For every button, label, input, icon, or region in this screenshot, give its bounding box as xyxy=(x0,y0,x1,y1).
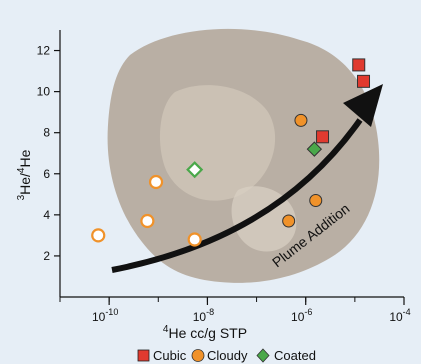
x-tick-exponent: -10 xyxy=(105,307,118,317)
x-axis-label-sup: 4 xyxy=(163,324,169,335)
point-cubic xyxy=(357,74,371,88)
y-ticks: 2 4 6 8 10 12 xyxy=(37,44,60,263)
legend-cloudy-marker xyxy=(191,349,205,362)
point-cloudy-open xyxy=(187,232,202,247)
legend-cloudy-label: Cloudy xyxy=(207,348,248,363)
point-coated-open xyxy=(186,161,204,179)
arrow-body xyxy=(111,118,363,273)
point-cloudy xyxy=(309,193,323,207)
y-tick-label: 6 xyxy=(43,167,50,181)
crystal-photo-background xyxy=(107,28,380,283)
x-tick-exponent: -4 xyxy=(403,307,411,317)
y-axis-label-sup1: 3 xyxy=(16,194,27,200)
plume-addition-arrow xyxy=(111,84,383,273)
x-tick-base: 10 xyxy=(291,310,305,324)
point-coated xyxy=(306,141,323,157)
point-cloudy-open xyxy=(148,174,164,190)
point-cloudy-open xyxy=(140,213,155,229)
x-tick-label: 10-8 xyxy=(193,307,214,324)
y-axis-label-mid: He/ xyxy=(17,173,33,195)
x-tick-base: 10 xyxy=(92,310,106,324)
y-tick-label: 8 xyxy=(43,126,50,140)
y-tick-label: 4 xyxy=(43,208,50,222)
x-axis-label: 4He cc/g STP xyxy=(163,324,247,341)
y-tick-label: 12 xyxy=(37,44,51,58)
legend-coated-label: Coated xyxy=(274,348,316,363)
x-tick-exponent: -8 xyxy=(206,307,214,317)
legend-coated-marker xyxy=(256,348,270,363)
arrow-head xyxy=(343,84,383,127)
x-axis-label-text: He cc/g STP xyxy=(168,325,247,341)
x-tick-label: 10-6 xyxy=(291,307,312,324)
x-tick-exponent: -6 xyxy=(304,307,312,317)
legend-cubic-label: Cubic xyxy=(153,348,187,363)
x-tick-label: 10-10 xyxy=(92,307,118,324)
point-cloudy xyxy=(294,113,308,127)
x-tick-base: 10 xyxy=(193,310,207,324)
x-tick-label: 10-4 xyxy=(389,307,410,324)
y-axis-label: 3He/4He xyxy=(16,149,33,200)
data-points xyxy=(91,58,371,247)
point-cubic xyxy=(316,130,330,144)
legend: Cubic Cloudy Coated xyxy=(137,348,316,363)
legend-cubic-marker xyxy=(137,349,150,362)
y-tick-label: 2 xyxy=(43,249,50,263)
x-tick-base: 10 xyxy=(389,310,403,324)
x-ticks: 10-10 10-8 10-6 10-4 xyxy=(59,297,411,324)
y-axis-label-end: He xyxy=(17,149,33,167)
point-cloudy xyxy=(282,214,296,228)
y-axis-label-sup2: 4 xyxy=(16,167,27,173)
y-tick-label: 10 xyxy=(37,85,51,99)
point-cubic xyxy=(352,58,366,72)
point-cloudy-open xyxy=(91,228,106,243)
